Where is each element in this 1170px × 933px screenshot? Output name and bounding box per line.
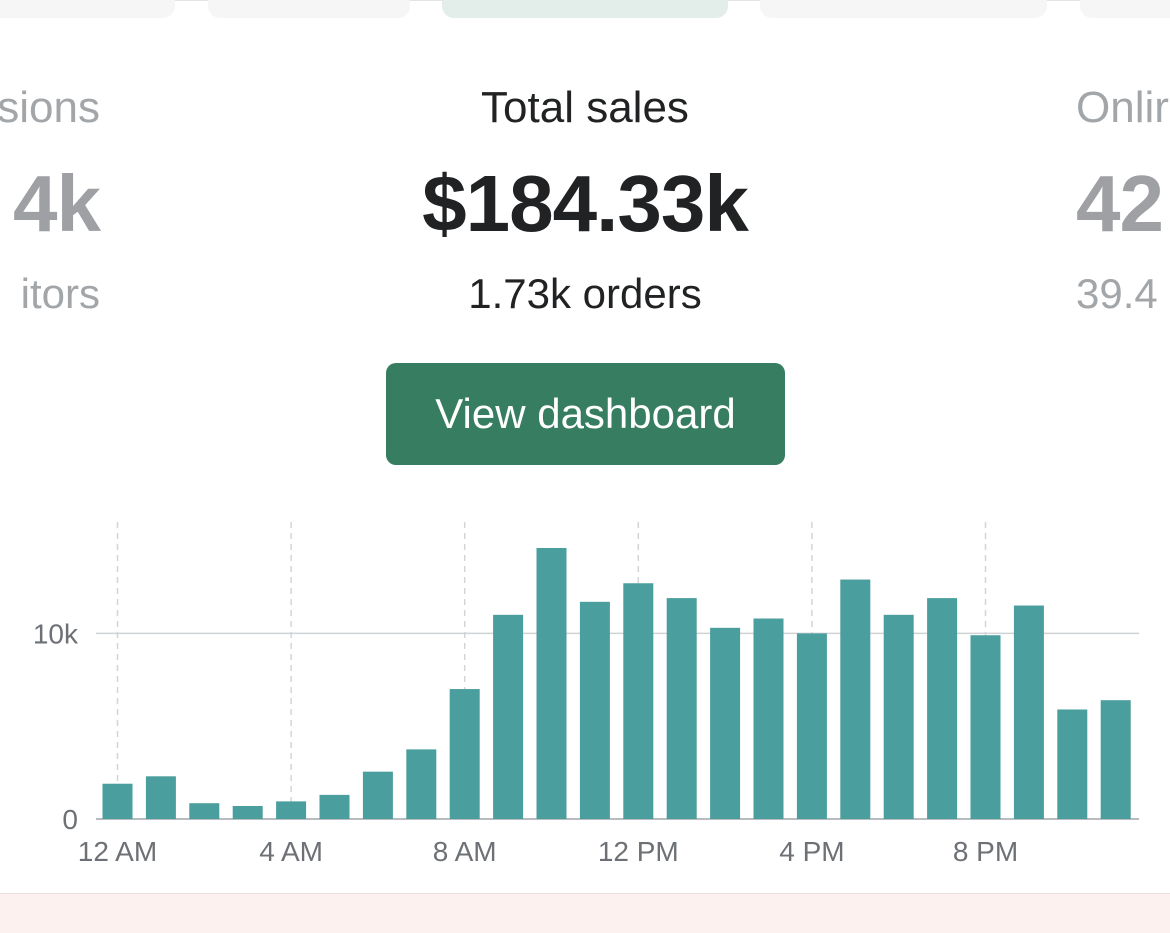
chart-bar[interactable] <box>449 689 480 819</box>
chart-bar[interactable] <box>970 635 1001 819</box>
chart-y-tick-label: 10k <box>33 618 79 649</box>
chart-bar[interactable] <box>276 801 307 819</box>
summary-tab-1[interactable] <box>0 0 175 18</box>
chart-x-tick-label: 12 AM <box>78 836 157 867</box>
summary-tab-active[interactable] <box>442 0 728 18</box>
view-dashboard-button[interactable]: View dashboard <box>386 363 785 465</box>
chart-x-tick-label: 8 AM <box>433 836 497 867</box>
chart-bar[interactable] <box>883 614 914 819</box>
summary-tab-strip <box>0 0 1170 22</box>
metric-sessions[interactable]: sions 4k itors <box>0 80 101 322</box>
chart-bar[interactable] <box>1013 605 1044 819</box>
chart-x-axis: 12 AM 4 AM 8 AM 12 PM 4 PM 8 PM <box>78 836 1018 867</box>
chart-x-tick-label: 4 PM <box>779 836 844 867</box>
chart-bar[interactable] <box>1057 709 1088 819</box>
metric-sessions-label: sions <box>0 83 100 132</box>
chart-x-tick-label: 8 PM <box>953 836 1018 867</box>
chart-bar[interactable] <box>189 803 220 819</box>
metric-sessions-value: 4k <box>13 159 101 248</box>
chart-bar[interactable] <box>406 749 437 819</box>
summary-tab-4[interactable] <box>760 0 1047 18</box>
metric-total-sales-value: $184.33k <box>422 159 749 248</box>
sales-by-hour-chart: 0 10k 12 AM 4 AM 8 AM 12 PM 4 PM 8 PM <box>33 522 1139 867</box>
chart-x-tick-label: 12 PM <box>598 836 679 867</box>
chart-bar[interactable] <box>927 598 958 819</box>
chart-bar[interactable] <box>753 618 784 819</box>
chart-bar[interactable] <box>623 583 654 819</box>
metric-total-sales: Total sales $184.33k 1.73k orders <box>285 80 885 322</box>
chart-x-tick-label: 4 AM <box>259 836 323 867</box>
chart-bar[interactable] <box>102 783 133 819</box>
summary-tab-2[interactable] <box>208 0 410 18</box>
chart-bars <box>102 547 1131 819</box>
metric-online-value: 42 <box>1076 159 1164 248</box>
chart-bar[interactable] <box>493 614 524 819</box>
summary-tab-5[interactable] <box>1080 0 1170 18</box>
chart-y-tick-label: 0 <box>62 804 78 835</box>
metric-sessions-sub: itors <box>20 270 100 317</box>
metric-online-sub: 39.4 <box>1076 270 1158 317</box>
chart-bar[interactable] <box>666 598 697 819</box>
chart-bar[interactable] <box>1100 700 1131 819</box>
metric-online-label: Onlir <box>1076 83 1169 132</box>
alert-banner-strip <box>0 893 1170 933</box>
chart-bar[interactable] <box>536 547 567 819</box>
chart-horizontal-gridlines <box>96 632 1139 820</box>
chart-bar[interactable] <box>232 806 263 819</box>
chart-bar[interactable] <box>145 776 176 819</box>
chart-bar[interactable] <box>579 601 610 819</box>
chart-bar[interactable] <box>362 771 393 819</box>
chart-bar[interactable] <box>840 579 871 819</box>
metric-total-sales-orders: 1.73k orders <box>468 270 702 317</box>
chart-bar[interactable] <box>319 794 350 819</box>
metric-total-sales-label: Total sales <box>481 83 689 132</box>
chart-bar[interactable] <box>796 633 827 819</box>
metric-online[interactable]: Onlir 42 39.4 <box>1076 80 1170 322</box>
chart-y-axis: 0 10k <box>33 618 79 835</box>
chart-bar[interactable] <box>710 627 741 819</box>
